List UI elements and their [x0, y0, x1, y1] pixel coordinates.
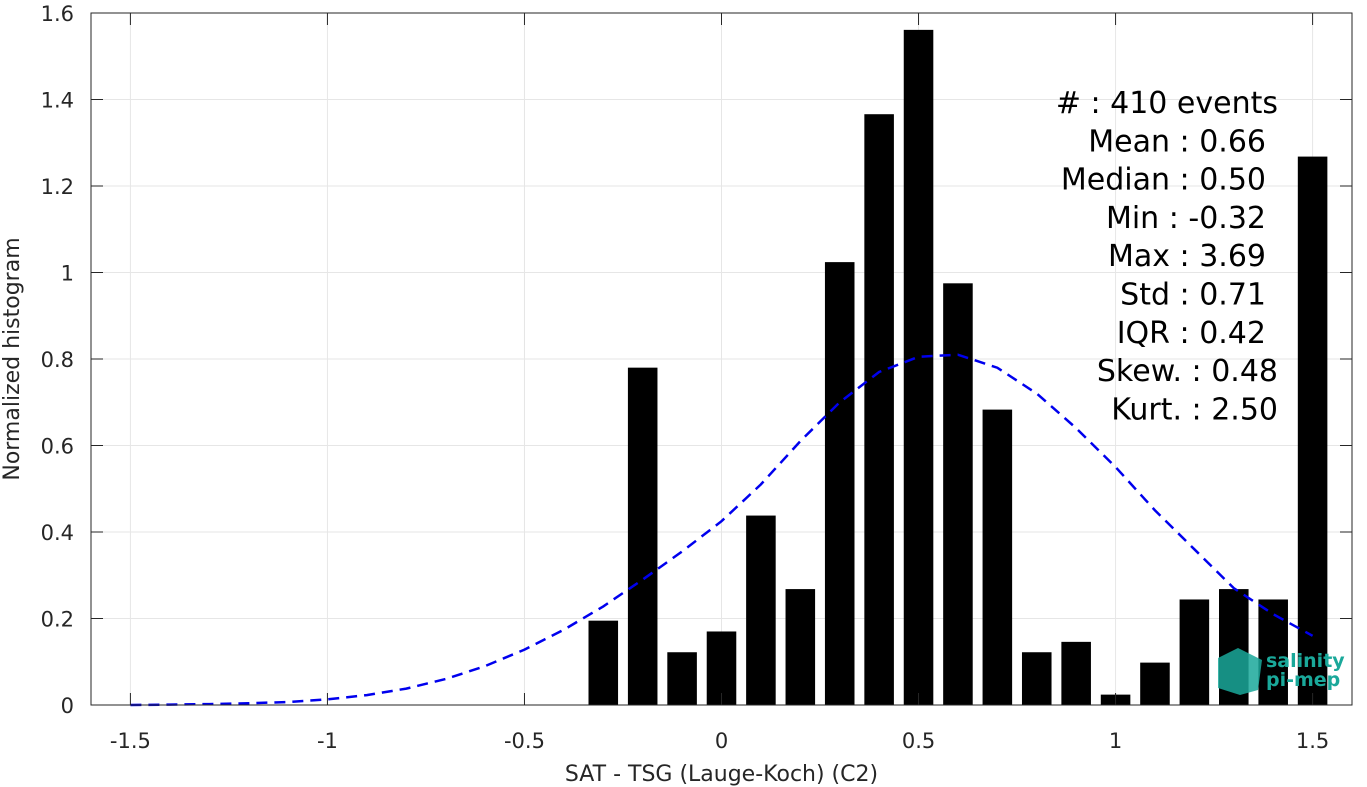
- salinity-pimep-logo: salinity pi-mep: [1218, 648, 1345, 695]
- x-axis-label: SAT - TSG (Lauge-Koch) (C2): [565, 762, 878, 787]
- histogram-bar: [1061, 641, 1091, 705]
- histogram-bar: [1179, 599, 1210, 705]
- stat-line: # : 410 events: [1056, 86, 1278, 121]
- x-tick-label: -1: [317, 729, 338, 753]
- y-tick-label: 1.4: [41, 89, 74, 113]
- x-tick-label: 1: [1109, 729, 1122, 753]
- axes-frame: [90, 12, 1353, 706]
- histogram-bar: [903, 29, 934, 706]
- stat-line: Median : 0.50: [1061, 163, 1266, 198]
- histogram-bar: [1258, 599, 1288, 705]
- y-tick-label: 0.8: [41, 348, 74, 372]
- histogram-bar: [746, 515, 776, 705]
- y-tick-label: 1: [61, 262, 74, 286]
- y-tick-label: 0.6: [41, 435, 74, 459]
- y-tick-labels: 0 0.2 0.4 0.6 0.8 1 1.2 1.4 1.6: [41, 2, 74, 718]
- y-tick-label: 0: [61, 694, 74, 718]
- y-tick-label: 1.6: [41, 2, 74, 26]
- stat-line: IQR : 0.42: [1117, 316, 1266, 351]
- grid-lines: [91, 12, 1352, 706]
- histogram-bars: [588, 29, 1328, 706]
- stat-line: Kurt. : 2.50: [1111, 392, 1278, 427]
- histogram-bar: [706, 631, 737, 705]
- stat-line: Std : 0.71: [1120, 278, 1266, 313]
- y-tick-label: 0.4: [41, 521, 74, 545]
- stat-line: Skew. : 0.48: [1097, 354, 1278, 389]
- stat-line: Min : -0.32: [1106, 201, 1266, 236]
- histogram-bar: [982, 409, 1013, 705]
- x-tick-label: 1.5: [1296, 729, 1329, 753]
- histogram-bar: [1021, 652, 1052, 705]
- stat-line: Max : 3.69: [1108, 239, 1266, 274]
- histogram-bar: [943, 283, 973, 705]
- histogram-bar: [667, 652, 697, 705]
- y-tick-label: 1.2: [41, 175, 74, 199]
- histogram-bar: [1140, 662, 1170, 705]
- x-tick-label: 0: [715, 729, 728, 753]
- y-tick-label: 0.2: [41, 608, 74, 632]
- y-axis-label: Normalized histogram: [0, 237, 25, 480]
- histogram-bar: [785, 589, 816, 705]
- x-tick-label: -0.5: [504, 729, 545, 753]
- logo-line-1: salinity: [1266, 650, 1345, 672]
- histogram-bar: [1297, 156, 1328, 706]
- histogram-bar: [864, 114, 894, 705]
- histogram-bar: [627, 367, 658, 705]
- histogram-bar: [588, 620, 619, 705]
- fit-curve: [130, 353, 1314, 707]
- x-tick-label: -1.5: [110, 729, 151, 753]
- logo-cube-icon: [1218, 648, 1262, 695]
- histogram-bar: [824, 262, 855, 705]
- x-tick-label: 0.5: [902, 729, 935, 753]
- stat-line: Mean : 0.66: [1088, 124, 1266, 159]
- logo-line-2: pi-mep: [1266, 669, 1340, 691]
- x-tick-labels: -1.5 -1 -0.5 0 0.5 1 1.5: [110, 729, 1329, 753]
